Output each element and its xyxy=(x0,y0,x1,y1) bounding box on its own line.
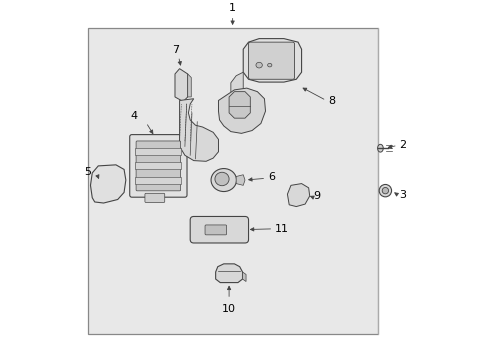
Text: 2: 2 xyxy=(399,140,406,150)
FancyBboxPatch shape xyxy=(136,141,181,191)
Polygon shape xyxy=(219,88,266,133)
Polygon shape xyxy=(216,264,243,283)
Bar xyxy=(135,176,181,184)
Text: 3: 3 xyxy=(399,190,406,200)
Polygon shape xyxy=(243,272,246,282)
Ellipse shape xyxy=(382,188,389,194)
Polygon shape xyxy=(229,92,250,118)
Polygon shape xyxy=(243,39,301,82)
Text: 8: 8 xyxy=(328,96,335,106)
Ellipse shape xyxy=(256,62,262,68)
Polygon shape xyxy=(231,72,243,97)
Ellipse shape xyxy=(268,63,272,67)
Polygon shape xyxy=(236,175,245,185)
Text: 5: 5 xyxy=(85,167,92,177)
Text: 11: 11 xyxy=(275,224,289,234)
Polygon shape xyxy=(188,74,191,97)
Ellipse shape xyxy=(379,184,392,197)
Text: 7: 7 xyxy=(172,45,180,55)
Polygon shape xyxy=(288,184,310,207)
Text: 9: 9 xyxy=(313,191,320,201)
Ellipse shape xyxy=(215,172,229,186)
Text: 1: 1 xyxy=(229,3,236,13)
FancyBboxPatch shape xyxy=(205,225,226,235)
Ellipse shape xyxy=(378,144,383,152)
Bar xyxy=(135,162,181,170)
Text: 6: 6 xyxy=(268,172,275,182)
Polygon shape xyxy=(91,165,126,203)
FancyBboxPatch shape xyxy=(145,193,165,202)
FancyBboxPatch shape xyxy=(248,42,294,79)
Polygon shape xyxy=(179,99,219,161)
FancyBboxPatch shape xyxy=(130,135,187,197)
Bar xyxy=(135,148,181,155)
FancyBboxPatch shape xyxy=(190,216,248,243)
Polygon shape xyxy=(175,69,188,102)
Text: 4: 4 xyxy=(130,111,137,121)
Bar xyxy=(88,28,378,334)
Ellipse shape xyxy=(211,168,237,192)
Text: 10: 10 xyxy=(222,304,236,314)
